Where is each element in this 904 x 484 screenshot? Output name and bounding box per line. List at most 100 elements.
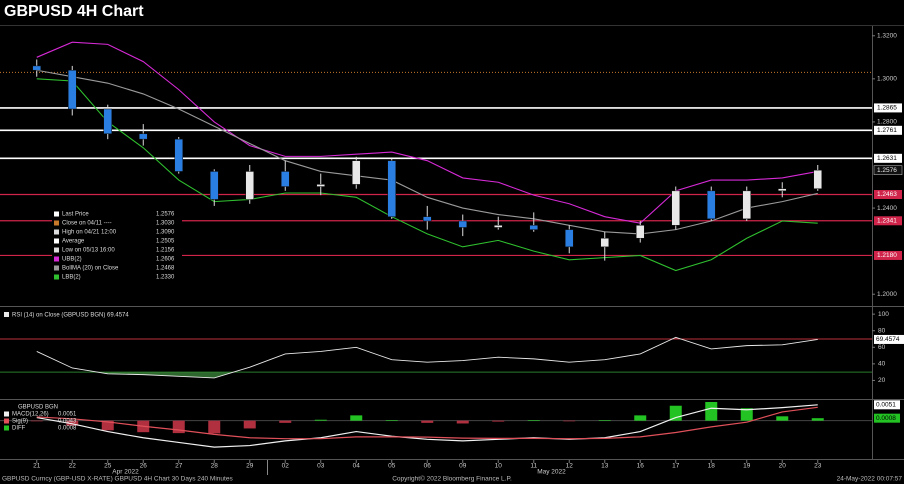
macd-diff-bar (456, 420, 469, 424)
macd-line (36, 404, 818, 448)
candle-body (281, 171, 290, 187)
legend-name: UBB(2) (62, 257, 82, 263)
x-tick-label: 21 (33, 463, 41, 470)
rsi-value-label: 69.4574 (876, 336, 900, 343)
x-tick-label: 12 (566, 463, 574, 470)
band-line (36, 69, 818, 235)
legend-swatch (54, 229, 59, 235)
level-label: 1.2865 (877, 105, 897, 112)
macd-diff-bar (421, 420, 434, 423)
candle-body (707, 190, 716, 220)
legend-name: MACD(12,26) (12, 412, 49, 418)
candle-body (210, 171, 219, 200)
candle-body (458, 220, 467, 228)
level-label: 1.2631 (877, 155, 897, 162)
legend-value: 1.2505 (156, 239, 175, 245)
legend-value: 0.0051 (58, 412, 77, 418)
macd-diff-bar (669, 405, 682, 421)
x-tick-label: 09 (459, 463, 467, 470)
legend-name: Sig(9) (12, 419, 28, 425)
legend-swatch (54, 256, 59, 262)
band-line (36, 41, 818, 224)
legend-swatch (54, 220, 59, 226)
legend-value: 1.2606 (156, 257, 175, 263)
macd-diff-bar (705, 402, 718, 421)
last-price-label: 1.2576 (877, 167, 897, 174)
footer-left: GBPUSD Curncy (GBP-USD X-RATE) GBPUSD 4H… (2, 476, 233, 483)
macd-line (36, 406, 818, 440)
macd-value-box (874, 413, 900, 423)
y-tick-label: 60 (878, 344, 886, 351)
macd-diff-bar (527, 420, 540, 421)
legend-name: Last Price (62, 212, 89, 218)
legend-value: 0.0008 (58, 426, 77, 432)
month-label: Apr 2022 (112, 469, 139, 476)
rsi-oversold-area (36, 372, 818, 378)
macd-value-label: 0.0051 (876, 402, 896, 409)
y-tick-label: 20 (878, 377, 886, 384)
macd-diff-bar (172, 420, 185, 434)
macd-diff-bar (385, 420, 398, 421)
x-tick-label: 03 (317, 463, 325, 470)
footer-center: Copyright© 2022 Bloomberg Finance L.P. (392, 475, 512, 483)
legend-value: 1.2576 (156, 212, 175, 218)
level-label: 1.2463 (877, 191, 897, 198)
candle-body (174, 138, 183, 172)
candle-body (671, 190, 680, 226)
x-tick-label: 05 (388, 463, 396, 470)
legend-name: LBB(2) (62, 275, 81, 281)
candle-body (245, 171, 254, 200)
x-tick-label: 19 (743, 463, 751, 470)
x-tick-label: 17 (672, 463, 680, 470)
candle-body (352, 160, 361, 185)
macd-diff-bar (243, 420, 256, 429)
x-tick-label: 23 (814, 463, 822, 470)
macd-diff-bar (563, 420, 576, 422)
macd-diff-bar (598, 420, 611, 421)
macd-diff-bar (314, 419, 327, 421)
x-tick-label: 16 (637, 463, 645, 470)
x-tick-label: 20 (779, 463, 787, 470)
level-label-box (874, 153, 902, 163)
y-tick-label: 1.2000 (877, 291, 897, 298)
candle-body (778, 188, 787, 192)
x-tick-label: 06 (424, 463, 432, 470)
level-label: 1.2761 (877, 127, 897, 134)
legend-value: 1.3090 (156, 230, 175, 236)
level-label: 1.2180 (877, 252, 897, 259)
candle-body (387, 160, 396, 217)
rsi-title: RSI (14) on Close (GBPUSD BGN) 69.4574 (12, 313, 129, 319)
month-label: May 2022 (537, 469, 566, 476)
macd-diff-bar (492, 420, 505, 422)
legend-swatch (4, 411, 9, 417)
legend-name: BollMA (20) on Close (62, 266, 119, 272)
candle-body (68, 69, 77, 110)
macd-diff-bar (811, 418, 824, 421)
macd-diff-bar (634, 415, 647, 421)
x-tick-label: 28 (211, 463, 219, 470)
legend-swatch (54, 265, 59, 271)
rsi-value-box (874, 334, 904, 344)
level-label-box (874, 250, 902, 260)
x-tick-label: 11 (530, 463, 537, 470)
legend-swatch (54, 211, 59, 217)
legend-name: DIFF (12, 426, 26, 432)
candle-body (423, 216, 432, 222)
chart-title: GBPUSD 4H Chart (4, 3, 144, 20)
level-label-box (874, 216, 902, 226)
level-label: 1.2341 (877, 218, 897, 225)
y-tick-label: 100 (878, 311, 889, 318)
x-tick-label: 26 (140, 463, 148, 470)
candle-body (742, 190, 751, 220)
rsi-line (36, 336, 818, 379)
macd-diff-bar (279, 420, 292, 423)
macd-diff-bar (101, 420, 114, 431)
candle-body (139, 133, 148, 140)
legend-value: 1.2330 (156, 275, 175, 281)
y-tick-label: 1.3000 (877, 76, 897, 83)
legend-name: Close on 04/11 ---- (62, 221, 112, 227)
x-tick-label: 25 (104, 463, 112, 470)
y-tick-label: 1.2800 (877, 119, 897, 126)
x-tick-label: 10 (495, 463, 503, 470)
